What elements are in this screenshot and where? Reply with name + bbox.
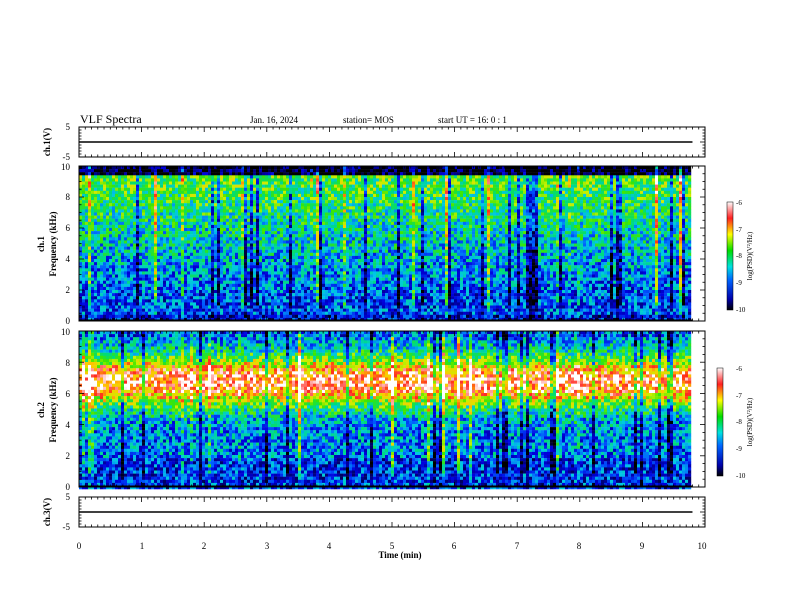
ch2-colorbar-tick-6: -6 — [736, 365, 742, 373]
header-start-time: start UT = 16: 0 : 1 — [438, 115, 507, 125]
ch2-colorbar-tick-9: -9 — [736, 445, 742, 453]
ch1-freq-tick-10: 10 — [61, 162, 71, 172]
ch2-spectrogram-panel: 0 2 4 6 8 10 ch.2 Frequency (kHz) -6 -7 … — [36, 327, 754, 492]
ch2-freq-tick-0: 0 — [66, 482, 71, 492]
ch1-ytick-bottom: -5 — [63, 152, 71, 162]
ch1-colorbar-tick-9: -9 — [736, 279, 742, 287]
x-tick-label-6: 6 — [452, 541, 457, 551]
ch1-colorbar-tick-10: -10 — [736, 306, 746, 314]
ch2-colorbar-label: log(PSD)(V²/Hz) — [746, 397, 754, 446]
ch1-spectrogram-panel: 0 2 4 6 8 10 ch.1 Frequency (kHz) -6 -7 … — [36, 162, 754, 326]
ch2-colorbar-tick-8: -8 — [736, 418, 742, 426]
ch2-colorbar-tick-7: -7 — [736, 392, 742, 400]
x-tick-label-8: 8 — [577, 541, 582, 551]
header-date: Jan. 16, 2024 — [250, 115, 298, 125]
axis-tick-marks — [78, 126, 706, 528]
ch1-freq-tick-0: 0 — [66, 316, 71, 326]
ch1-freq-tick-2: 2 — [66, 285, 71, 295]
header-station: station= MOS — [343, 115, 394, 125]
ch1-freq-tick-4: 4 — [66, 254, 71, 264]
ch2-channel-label: ch.2 — [36, 402, 46, 418]
ch1-colorbar-tick-8: -8 — [736, 252, 742, 260]
ch2-freq-tick-6: 6 — [66, 389, 71, 399]
x-axis-label: Time (min) — [378, 550, 421, 560]
ch1-ytick-top: 5 — [66, 122, 71, 132]
ch1-voltage-axis-label: ch.1(V) — [42, 128, 52, 156]
ch1-colorbar-label: log(PSD)(V²/Hz) — [746, 231, 754, 280]
ch3-ytick-bottom: -5 — [63, 522, 71, 532]
x-tick-label-9: 9 — [640, 541, 645, 551]
x-tick-label-7: 7 — [515, 541, 520, 551]
ch2-spectrogram-image — [79, 331, 705, 490]
x-tick-label-0: 0 — [77, 541, 82, 551]
ch1-colorbar-tick-6: -6 — [736, 199, 742, 207]
ch3-voltage-axis-label: ch.3(V) — [42, 498, 52, 526]
ch1-colorbar — [726, 201, 734, 311]
ch2-colorbar-tick-10: -10 — [736, 472, 746, 480]
ch2-freq-tick-10: 10 — [61, 327, 71, 337]
ch1-frequency-axis-label: Frequency (kHz) — [48, 211, 58, 276]
x-tick-label-10: 10 — [698, 541, 708, 551]
ch1-spectrogram-image — [79, 166, 705, 322]
x-axis: 0 1 2 3 4 5 6 7 8 9 10 Time (min) — [77, 541, 707, 560]
chart-title: VLF Spectra — [80, 112, 142, 126]
ch1-freq-tick-8: 8 — [66, 192, 71, 202]
ch2-freq-tick-2: 2 — [66, 451, 71, 461]
x-tick-label-2: 2 — [202, 541, 207, 551]
x-tick-label-4: 4 — [327, 541, 332, 551]
ch3-ytick-top: 5 — [66, 492, 71, 502]
ch2-colorbar — [716, 367, 724, 477]
x-tick-label-1: 1 — [140, 541, 145, 551]
x-tick-label-5: 5 — [390, 541, 395, 551]
ch2-frequency-axis-label: Frequency (kHz) — [48, 377, 58, 442]
ch2-freq-tick-4: 4 — [66, 420, 71, 430]
ch1-freq-tick-6: 6 — [66, 223, 71, 233]
ch1-colorbar-tick-7: -7 — [736, 226, 742, 234]
ch2-freq-tick-8: 8 — [66, 358, 71, 368]
x-tick-label-3: 3 — [265, 541, 270, 551]
ch1-channel-label: ch.1 — [36, 236, 46, 252]
